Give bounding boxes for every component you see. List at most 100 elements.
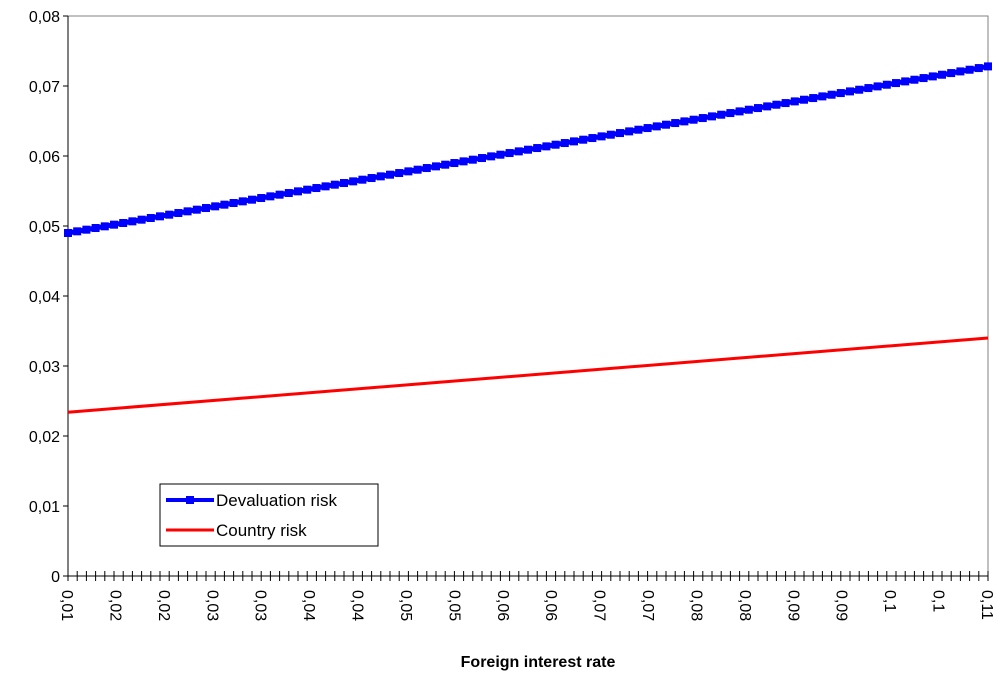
data-point bbox=[606, 130, 615, 139]
data-point bbox=[680, 117, 689, 126]
data-point bbox=[137, 215, 146, 224]
data-point bbox=[395, 169, 404, 178]
data-point bbox=[533, 144, 542, 153]
data-point bbox=[919, 74, 928, 83]
data-point bbox=[183, 207, 192, 216]
y-tick-label: 0,04 bbox=[29, 289, 60, 306]
data-point bbox=[496, 150, 505, 159]
data-point bbox=[524, 145, 532, 154]
x-axis-label: Foreign interest rate bbox=[461, 654, 616, 671]
data-point bbox=[846, 87, 854, 96]
data-point bbox=[257, 194, 266, 203]
data-point bbox=[579, 135, 588, 144]
x-tick-label: 0,09 bbox=[833, 590, 850, 621]
x-tick-label: 0,05 bbox=[397, 590, 414, 621]
series-country-risk bbox=[67, 336, 989, 414]
y-axis: 0 0,01 0,02 0,03 0,04 0,05 0,06 0,07 0,08 bbox=[29, 9, 69, 586]
data-point bbox=[542, 142, 551, 151]
data-point bbox=[82, 225, 91, 234]
data-point bbox=[100, 222, 109, 231]
data-point bbox=[340, 179, 348, 188]
data-point bbox=[303, 185, 312, 194]
series-layer bbox=[64, 62, 992, 414]
data-point bbox=[588, 134, 597, 143]
data-point bbox=[781, 99, 790, 108]
data-point bbox=[984, 62, 992, 71]
data-point bbox=[800, 95, 808, 104]
data-point bbox=[570, 137, 578, 146]
data-point bbox=[671, 119, 680, 128]
data-point bbox=[284, 189, 293, 198]
data-point bbox=[64, 229, 72, 237]
data-point bbox=[956, 67, 965, 76]
x-tick-label: 0,04 bbox=[300, 590, 317, 621]
data-point bbox=[229, 199, 238, 208]
x-tick-label: 0,04 bbox=[349, 590, 366, 621]
x-tick-label: 0,1 bbox=[930, 590, 947, 612]
data-point bbox=[662, 120, 670, 129]
data-point bbox=[625, 127, 634, 136]
data-point bbox=[864, 84, 873, 93]
data-point bbox=[165, 210, 174, 219]
data-point bbox=[974, 64, 983, 73]
data-point bbox=[689, 115, 698, 124]
legend-box bbox=[159, 483, 379, 547]
data-point bbox=[349, 177, 358, 186]
y-tick-label: 0,06 bbox=[29, 149, 60, 166]
x-tick-label: 0,01 bbox=[58, 590, 75, 621]
data-point bbox=[202, 204, 210, 213]
data-point bbox=[836, 89, 845, 98]
legend-label: Devaluation risk bbox=[216, 491, 337, 510]
data-point bbox=[560, 139, 569, 148]
x-tick-label: 0,06 bbox=[542, 590, 559, 621]
data-point bbox=[432, 162, 440, 171]
data-point bbox=[947, 69, 956, 78]
x-tick-label: 0,05 bbox=[445, 590, 462, 621]
x-tick-label: 0,08 bbox=[736, 590, 753, 621]
x-tick-label: 0,03 bbox=[203, 590, 220, 621]
x-tick-label: 0,09 bbox=[784, 590, 801, 621]
data-point bbox=[266, 192, 275, 201]
x-tick-label: 0,03 bbox=[252, 590, 269, 621]
data-point bbox=[754, 104, 762, 113]
data-point bbox=[928, 72, 937, 81]
data-point bbox=[873, 82, 882, 91]
data-point bbox=[514, 147, 523, 156]
data-point bbox=[386, 170, 394, 179]
data-point bbox=[698, 114, 707, 123]
data-point bbox=[892, 79, 900, 88]
y-tick-label: 0 bbox=[51, 569, 60, 586]
legend: Devaluation risk Country risk bbox=[159, 483, 379, 547]
data-point bbox=[643, 124, 652, 133]
data-point bbox=[818, 92, 827, 101]
y-tick-label: 0,01 bbox=[29, 499, 60, 516]
y-tick-label: 0,03 bbox=[29, 359, 60, 376]
data-point bbox=[441, 160, 450, 169]
data-point bbox=[597, 132, 606, 141]
x-axis: 0,01 0,02 0,02 0,03 0,03 0,04 0,04 0,05 0,05 0,06… bbox=[58, 571, 995, 621]
data-point bbox=[855, 85, 864, 94]
data-point bbox=[422, 164, 431, 173]
data-point bbox=[459, 157, 468, 166]
data-point bbox=[358, 175, 367, 184]
data-point bbox=[901, 77, 910, 86]
legend-item-devaluation-risk: Devaluation risk bbox=[166, 491, 337, 510]
y-tick-label: 0,02 bbox=[29, 429, 60, 446]
data-point bbox=[744, 105, 753, 114]
data-point bbox=[73, 227, 82, 236]
data-point bbox=[616, 129, 624, 138]
data-point bbox=[312, 184, 321, 193]
data-point bbox=[809, 94, 818, 103]
x-tick-label: 0,08 bbox=[687, 590, 704, 621]
data-point bbox=[119, 219, 128, 228]
data-point bbox=[376, 172, 385, 181]
data-point bbox=[763, 102, 772, 111]
data-point bbox=[330, 180, 339, 189]
data-point bbox=[110, 220, 118, 229]
data-point bbox=[910, 75, 919, 84]
y-tick-label: 0,05 bbox=[29, 219, 60, 236]
y-tick-label: 0,07 bbox=[29, 79, 60, 96]
data-point bbox=[717, 110, 726, 119]
